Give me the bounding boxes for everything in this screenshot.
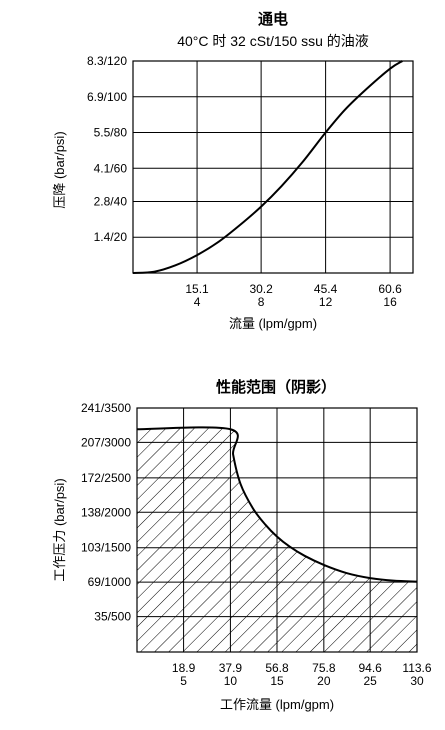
x-tick-label-gpm: 16 [383,295,397,309]
y-tick-label: 207/3000 [81,435,131,449]
chart2-x-tick-labels: 18.95 37.910 56.815 75.820 94.625 113.630 [172,661,432,688]
x-tick-label-gpm: 20 [317,674,331,688]
y-tick-label: 1.4/20 [94,230,128,244]
chart1-subtitle: 40°C 时 32 cSt/150 ssu 的油液 [177,33,369,49]
performance-boundary-line [136,426,418,583]
x-tick-label-lpm: 18.9 [172,661,196,675]
x-tick-label-gpm: 15 [270,674,284,688]
y-tick-label: 6.9/100 [87,90,127,104]
chart1-x-axis-label: 流量 (lpm/gpm) [229,316,317,331]
chart1-grid [132,60,414,274]
performance-area-fill [137,427,417,652]
y-tick-label: 241/3500 [81,401,131,415]
chart2-y-tick-labels: 35/500 69/1000 103/1500 138/2000 172/2500 207… [81,401,131,624]
chart2-title: 性能范围（阴影） [216,378,336,396]
chart1-plot-area [132,60,403,274]
y-tick-label: 69/1000 [88,575,132,589]
x-tick-label-gpm: 8 [258,295,265,309]
y-tick-label: 138/2000 [81,505,131,519]
y-tick-label: 35/500 [94,610,131,624]
plot-frame [132,60,414,274]
x-tick-label-gpm: 10 [224,674,238,688]
x-tick-label-lpm: 113.6 [402,661,431,675]
chart1-title: 通电 [258,10,288,28]
y-tick-label: 4.1/60 [94,161,128,175]
chart2-plot-area [136,426,418,652]
x-tick-label-gpm: 5 [180,674,187,688]
y-tick-label: 103/1500 [81,541,131,555]
x-tick-label-lpm: 94.6 [358,661,382,675]
chart2-y-axis-label: 工作压力 (bar/psi) [52,478,67,581]
x-tick-label-lpm: 45.4 [314,282,338,296]
x-tick-label-gpm: 30 [410,674,424,688]
pressure-drop-curve [132,60,403,274]
y-tick-label: 2.8/40 [94,194,128,208]
chart1-y-axis-label: 压降 (bar/psi) [52,131,67,208]
y-tick-label: 8.3/120 [87,54,127,68]
x-tick-label-lpm: 30.2 [249,282,273,296]
x-tick-label-gpm: 12 [319,295,333,309]
x-tick-label-lpm: 75.8 [312,661,336,675]
chart2-x-axis-label: 工作流量 (lpm/gpm) [220,697,334,712]
x-tick-label-lpm: 15.1 [185,282,209,296]
performance-range-chart: 性能范围（阴影） 35/500 69/1000 103/1500 138/2000 17… [52,378,432,712]
pressure-drop-chart: 通电 40°C 时 32 cSt/150 ssu 的油液 1.4/20 2.8/4… [52,10,414,331]
x-tick-label-gpm: 25 [363,674,377,688]
x-tick-label-lpm: 56.8 [265,661,289,675]
x-tick-label-gpm: 4 [194,295,201,309]
x-tick-label-lpm: 37.9 [219,661,243,675]
x-tick-label-lpm: 60.6 [378,282,402,296]
chart1-y-tick-labels: 1.4/20 2.8/40 4.1/60 5.5/80 6.9/100 8.3/120 [87,54,127,244]
chart1-x-tick-labels: 15.14 30.28 45.412 60.616 [185,282,402,309]
y-tick-label: 5.5/80 [94,126,128,140]
y-tick-label: 172/2500 [81,471,131,485]
